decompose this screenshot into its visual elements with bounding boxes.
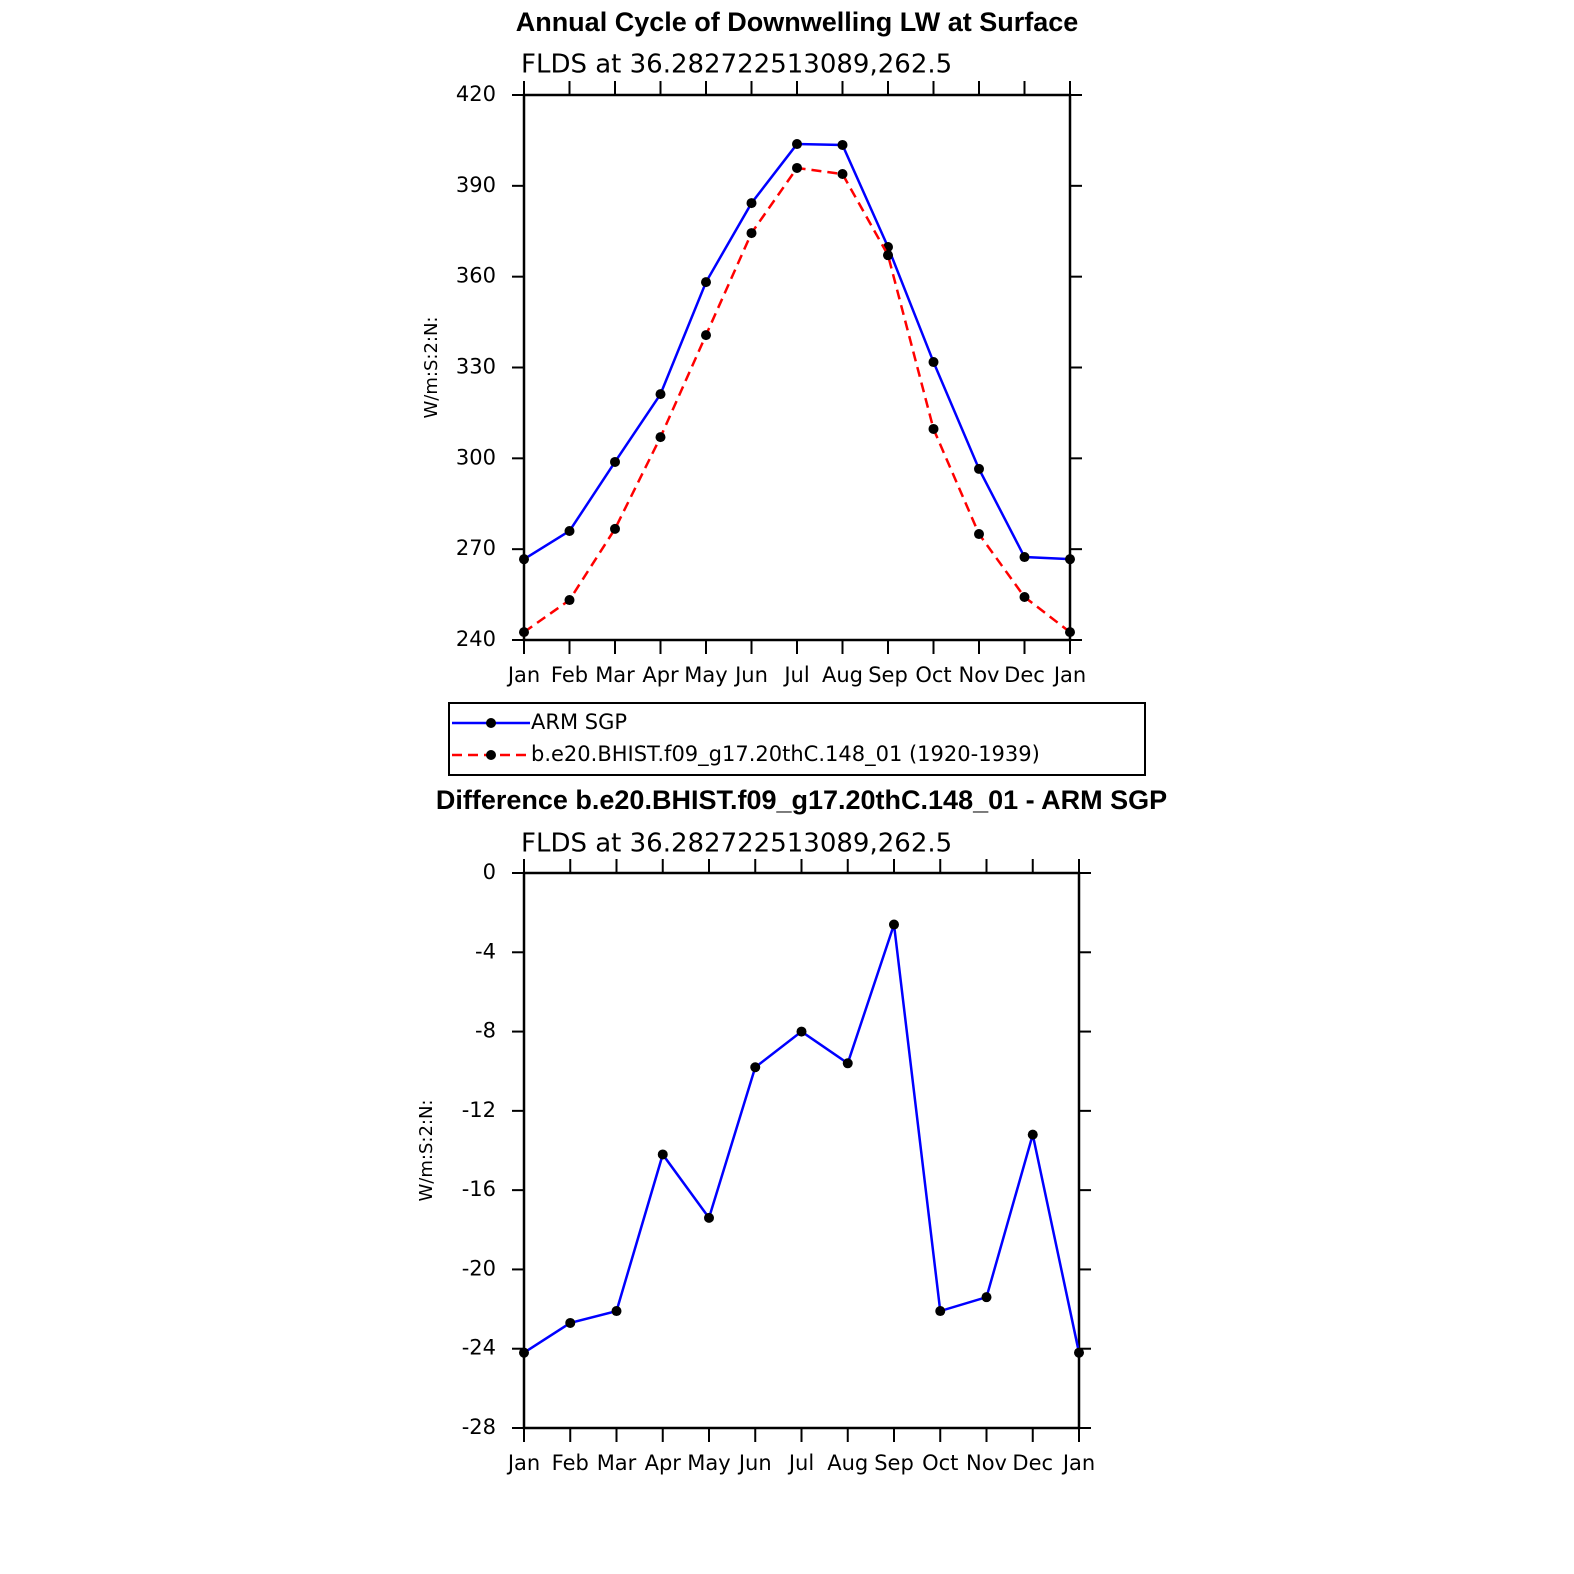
y-tick-label: -20 — [462, 1256, 496, 1280]
y-tick-label: -16 — [462, 1177, 496, 1201]
y-axis-label: W/m:S:2:N: — [416, 1100, 437, 1202]
point — [935, 1306, 946, 1317]
legend-marker — [486, 718, 496, 728]
point — [796, 1026, 807, 1037]
legend-box — [448, 702, 1146, 776]
point — [1074, 1347, 1084, 1358]
x-tick-label: Aug — [822, 663, 863, 687]
point — [1065, 627, 1075, 638]
x-tick-label: Mar — [597, 1451, 637, 1475]
point — [701, 277, 711, 288]
x-tick-label: Dec — [1004, 663, 1045, 687]
point — [746, 198, 757, 209]
legend-label: ARM SGP — [531, 710, 627, 734]
x-tick-label: Jan — [506, 1451, 540, 1475]
x-tick-label: Jan — [506, 663, 540, 687]
point — [611, 1306, 622, 1317]
point — [519, 1347, 529, 1358]
x-tick-label: Jan — [1052, 663, 1086, 687]
chart-title: Annual Cycle of Downwelling LW at Surfac… — [516, 7, 1079, 37]
point — [974, 529, 984, 540]
chart-title: Difference b.e20.BHIST.f09_g17.20thC.148… — [436, 785, 1167, 815]
legend-marker — [486, 750, 496, 760]
x-tick-label: Aug — [827, 1451, 868, 1475]
point — [837, 169, 848, 180]
x-tick-label: May — [687, 1451, 730, 1475]
chart-subtitle: FLDS at 36.282722513089,262.5 — [521, 50, 952, 80]
point — [519, 627, 529, 638]
y-tick-label: 300 — [456, 445, 496, 469]
x-tick-label: Oct — [922, 1451, 958, 1475]
point — [974, 463, 984, 474]
y-tick-label: 240 — [456, 627, 496, 651]
series-line — [523, 142, 1071, 561]
y-tick-label: 360 — [456, 264, 496, 288]
point — [610, 523, 620, 534]
x-tick-label: Jun — [733, 663, 768, 687]
point — [1019, 552, 1030, 563]
y-tick-label: 270 — [456, 536, 496, 560]
point — [1019, 592, 1030, 603]
y-axis-label: W/m:S:2:N: — [421, 317, 442, 419]
x-tick-label: Dec — [1012, 1451, 1053, 1475]
y-tick-label: -12 — [462, 1098, 496, 1122]
y-tick-label: -8 — [475, 1019, 496, 1043]
x-tick-label: Apr — [645, 1451, 682, 1475]
point — [610, 456, 620, 467]
point — [519, 554, 529, 565]
plot-frame — [522, 871, 1081, 1430]
legend-label: b.e20.BHIST.f09_g17.20thC.148_01 (1920-1… — [531, 742, 1040, 767]
x-tick-label: Jun — [737, 1451, 772, 1475]
x-tick-label: Oct — [915, 663, 951, 687]
point — [928, 357, 939, 368]
point — [655, 432, 666, 443]
x-tick-label: Sep — [874, 1451, 914, 1475]
x-tick-label: Nov — [959, 663, 1000, 687]
point — [564, 595, 575, 606]
point — [657, 1149, 668, 1160]
point — [704, 1212, 714, 1223]
x-tick-label: Jan — [1061, 1451, 1095, 1475]
x-tick-label: May — [684, 663, 727, 687]
y-tick-label: -24 — [462, 1336, 496, 1360]
x-tick-label: Apr — [642, 663, 679, 687]
point — [792, 139, 802, 150]
point — [746, 228, 757, 239]
point — [981, 1292, 992, 1303]
point — [564, 526, 575, 536]
y-tick-label: -4 — [475, 939, 496, 963]
x-tick-label: Jul — [782, 663, 809, 687]
series-line — [523, 166, 1071, 634]
x-tick-label: Feb — [552, 1451, 589, 1475]
point — [750, 1062, 761, 1073]
x-tick-label: Sep — [868, 663, 908, 687]
point — [792, 162, 802, 173]
y-tick-label: 330 — [456, 355, 496, 379]
point — [1065, 554, 1075, 565]
plot-frame — [522, 93, 1072, 642]
point — [565, 1317, 576, 1328]
point — [655, 389, 666, 400]
point — [837, 139, 848, 150]
x-tick-label: Jul — [787, 1451, 814, 1475]
x-tick-label: Mar — [595, 663, 635, 687]
point — [883, 250, 893, 261]
x-tick-label: Feb — [551, 663, 588, 687]
point — [701, 330, 711, 341]
y-tick-label: 0 — [483, 860, 496, 884]
point — [889, 919, 899, 930]
chart-subtitle: FLDS at 36.282722513089,262.5 — [521, 829, 952, 859]
series-line — [523, 924, 1081, 1354]
x-tick-label: Nov — [966, 1451, 1007, 1475]
y-tick-label: 420 — [456, 82, 496, 106]
point — [842, 1058, 853, 1069]
y-tick-label: 390 — [456, 173, 496, 197]
y-tick-label: -28 — [462, 1415, 496, 1439]
point — [1027, 1129, 1038, 1140]
point — [928, 423, 939, 434]
